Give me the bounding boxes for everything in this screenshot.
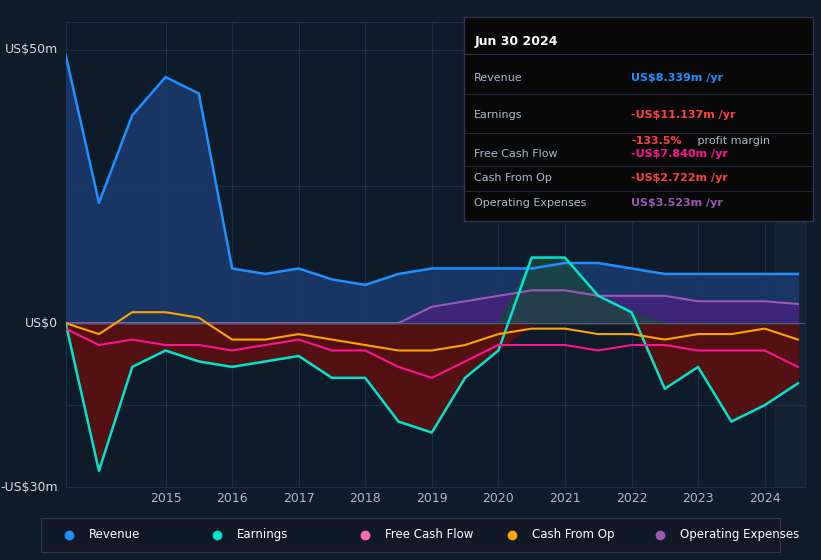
Text: Revenue: Revenue: [89, 528, 140, 542]
Text: Revenue: Revenue: [475, 73, 523, 83]
Text: Free Cash Flow: Free Cash Flow: [385, 528, 473, 542]
Text: profit margin: profit margin: [695, 137, 770, 147]
Text: US$8.339m /yr: US$8.339m /yr: [631, 73, 723, 83]
Text: -133.5%: -133.5%: [631, 137, 682, 147]
Text: US$0: US$0: [25, 316, 58, 330]
Text: -US$7.840m /yr: -US$7.840m /yr: [631, 149, 728, 158]
Text: US$50m: US$50m: [5, 43, 58, 56]
Text: -US$30m: -US$30m: [1, 480, 58, 494]
Text: Free Cash Flow: Free Cash Flow: [475, 149, 558, 158]
Text: -US$2.722m /yr: -US$2.722m /yr: [631, 173, 728, 183]
Text: Cash From Op: Cash From Op: [475, 173, 553, 183]
Text: Operating Expenses: Operating Expenses: [681, 528, 800, 542]
Bar: [775, 22, 805, 487]
Text: US$3.523m /yr: US$3.523m /yr: [631, 198, 723, 208]
Text: Earnings: Earnings: [475, 110, 523, 120]
Text: Operating Expenses: Operating Expenses: [475, 198, 587, 208]
Text: Cash From Op: Cash From Op: [533, 528, 615, 542]
Text: Jun 30 2024: Jun 30 2024: [475, 35, 557, 48]
Text: -US$11.137m /yr: -US$11.137m /yr: [631, 110, 736, 120]
Text: Earnings: Earnings: [237, 528, 288, 542]
